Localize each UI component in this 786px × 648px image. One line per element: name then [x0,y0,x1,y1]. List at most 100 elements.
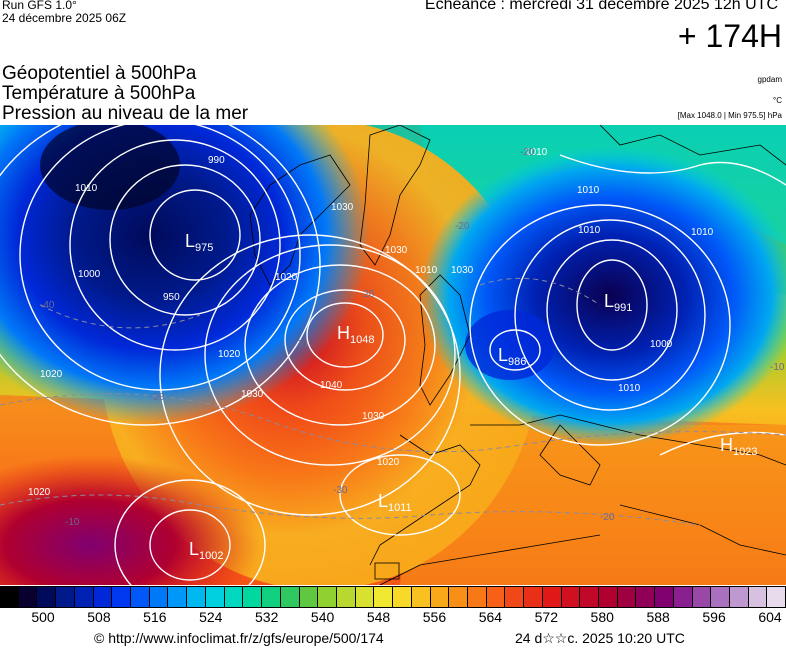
isobar-label: 1010 [525,147,548,158]
unit-geopotential: gpdam [757,75,782,84]
isotherm-label: -20 [360,289,375,300]
color-scale-swatch [730,587,749,607]
color-scale-swatch [748,587,768,607]
color-scale-swatch [467,587,487,607]
isobar-label: 1030 [241,389,264,400]
isobar-label: 1030 [385,245,408,256]
color-scale-tick: 604 [758,609,782,625]
color-scale-tick: 532 [255,609,279,625]
color-scale-swatch [355,587,375,607]
color-scale-swatch [280,587,300,607]
isobar-label: 1000 [78,269,101,280]
isotherm-labels: -40 -20 -30 -20 -20 -10 -30 -20 -20 -10 [40,147,785,528]
isotherm-label: -20 [520,147,535,158]
color-scale-labels: 500 508 516 524 532 540 548 556 564 572 580 588 596 6… [0,609,786,629]
unit-temperature: °C [773,96,782,105]
title-pressure: Pression au niveau de la mer [2,103,249,124]
color-scale-swatch [93,587,113,607]
color-scale-swatch [187,587,206,607]
isobar-label: 1020 [377,457,400,468]
isotherm-label: -10 [65,517,80,528]
color-scale-swatch [692,587,712,607]
color-scale-swatch [168,587,188,607]
isotherm-label: -40 [40,300,55,311]
isobar-label: 1030 [331,202,354,213]
color-scale-swatch [599,587,618,607]
isobar-label: 1030 [362,411,385,422]
color-scale-swatch [131,587,150,607]
isobar-label: 1010 [578,225,601,236]
field-southwest-warm [0,455,260,585]
isobar-label: 1010 [691,227,714,238]
title-geopotential: Géopotentiel à 500hPa [2,63,197,84]
isobar-label: 1040 [320,380,343,391]
color-scale-swatch [224,587,244,607]
color-scale-swatch [299,587,319,607]
color-scale-swatch [617,587,637,607]
color-scale-swatch [561,587,581,607]
isobar-label: 1010 [415,265,438,276]
isobar-label: 1020 [40,369,63,380]
source-url[interactable]: © http://www.infoclimat.fr/z/gfs/europe/… [94,630,384,646]
color-scale-swatch [56,587,75,607]
color-scale-swatch [655,587,674,607]
isobar-label: 990 [208,155,225,166]
isotherms [0,277,786,526]
color-scale-tick: 500 [31,609,55,625]
color-scale-swatch [318,587,337,607]
isobar-label: 1020 [28,487,51,498]
field-west-low-core [40,125,180,210]
isobar-label: 1020 [218,349,241,360]
color-scale-swatch [430,587,450,607]
isobar-label: 1000 [650,339,673,350]
color-scale-tick: 540 [310,609,335,625]
forecast-valid-time: Echéance : mercredi 31 décembre 2025 12h… [424,0,778,13]
generated-timestamp: 24 d☆☆c. 2025 10:20 UTC [515,630,685,646]
color-scale-swatch [767,587,786,607]
isotherm-label: -10 [770,362,785,373]
lead-time: + 174H [677,18,782,54]
color-scale-tick: 588 [646,609,670,625]
run-date: 24 décembre 2025 06Z [2,11,127,25]
color-scale-swatch [336,587,356,607]
isobar-label: 1010 [577,185,600,196]
color-scale-swatch [580,587,599,607]
color-scale-swatch [636,587,656,607]
color-scale-tick: 508 [87,609,111,625]
color-scale-swatch [243,587,263,607]
isobar-label: 1010 [618,383,641,394]
isotherm-label: -20 [455,221,470,232]
isotherm-label: -20 [600,512,615,523]
color-scale-swatch [18,587,38,607]
color-scale-swatch [393,587,412,607]
color-scale-tick: 580 [590,609,614,625]
isotherm-label: -20 [150,392,165,403]
color-scale-tick: 556 [422,609,447,625]
color-scale-tick: 516 [143,609,167,625]
color-scale-swatch [524,587,543,607]
color-scale-swatch [542,587,562,607]
color-scale-tick: 548 [366,609,391,625]
isobar-label: 1030 [451,265,474,276]
title-temperature: Température à 500hPa [2,83,196,104]
color-scale-swatch [374,587,394,607]
isotherm-label: -30 [293,339,308,350]
color-scale-swatch [449,587,468,607]
color-scale-swatch [205,587,225,607]
color-scale-swatch [0,587,19,607]
field-low-small [465,310,555,380]
color-scale-tick: 524 [199,609,223,625]
color-scale-bar [0,586,786,608]
field-east-low [420,145,786,445]
color-scale-swatch [505,587,525,607]
color-scale-swatch [711,587,731,607]
model-run-label: Run GFS 1.0° [2,0,77,12]
color-scale-tick: 572 [534,609,558,625]
color-scale-swatch [37,587,57,607]
color-scale-swatch [673,587,693,607]
color-scale-swatch [486,587,506,607]
isobars [0,125,786,585]
color-scale-swatch [74,587,94,607]
color-scale-swatch [149,587,169,607]
